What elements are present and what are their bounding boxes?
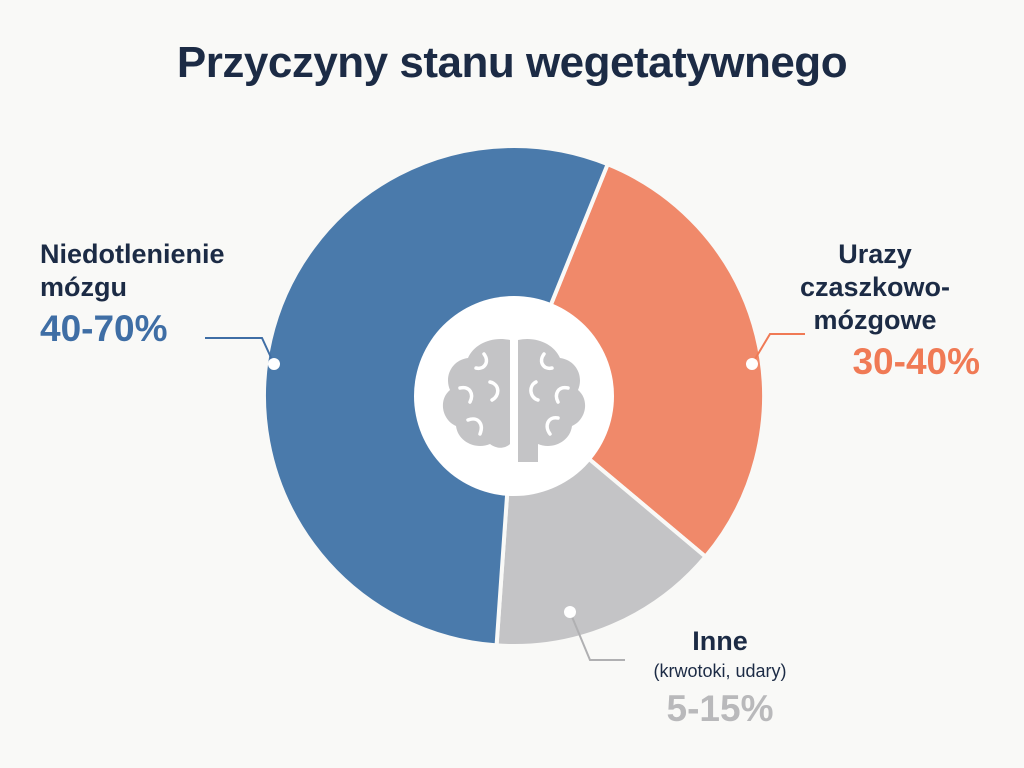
slice-name-line: mózgu	[40, 272, 127, 302]
pie-slice-1	[511, 161, 766, 560]
leader-dot-1	[746, 358, 758, 370]
slice-label-niedotlenienie: Niedotlenienie mózgu 40-70%	[40, 238, 280, 352]
brain-stem-shape	[518, 428, 538, 462]
slice-name-line: mózgowe	[813, 305, 937, 335]
slice-value-label: 30-40%	[852, 341, 980, 382]
slice-name-line: Inne	[692, 626, 748, 656]
slice-name-line: czaszkowo-	[799, 272, 951, 302]
slice-value-label: 40-70%	[40, 308, 168, 349]
leader-lines-group	[205, 333, 805, 661]
leader-dot-2	[564, 606, 576, 618]
slice-name-line: Niedotlenienie	[40, 239, 225, 269]
leader-dot-0	[268, 358, 280, 370]
chart-title: Przyczyny stanu wegetatywnego	[176, 38, 848, 87]
slice-label-urazy: Urazy czaszkowo- mózgowe 30-40%	[770, 238, 980, 385]
leader-line-1	[751, 333, 805, 365]
slice-value-label: 5-15%	[666, 688, 774, 729]
leader-line-0	[205, 337, 275, 365]
slice-label-inne: Inne (krwotoki, udary) 5-15%	[620, 625, 820, 732]
brain-left-shape	[442, 338, 510, 448]
slice-subtitle: (krwotoki, udary)	[653, 661, 787, 681]
donut-hole	[414, 296, 614, 496]
brain-icon	[442, 338, 586, 462]
brain-right-shape	[518, 338, 586, 448]
leader-line-2	[569, 611, 625, 661]
slice-name-line: Urazy	[838, 239, 912, 269]
